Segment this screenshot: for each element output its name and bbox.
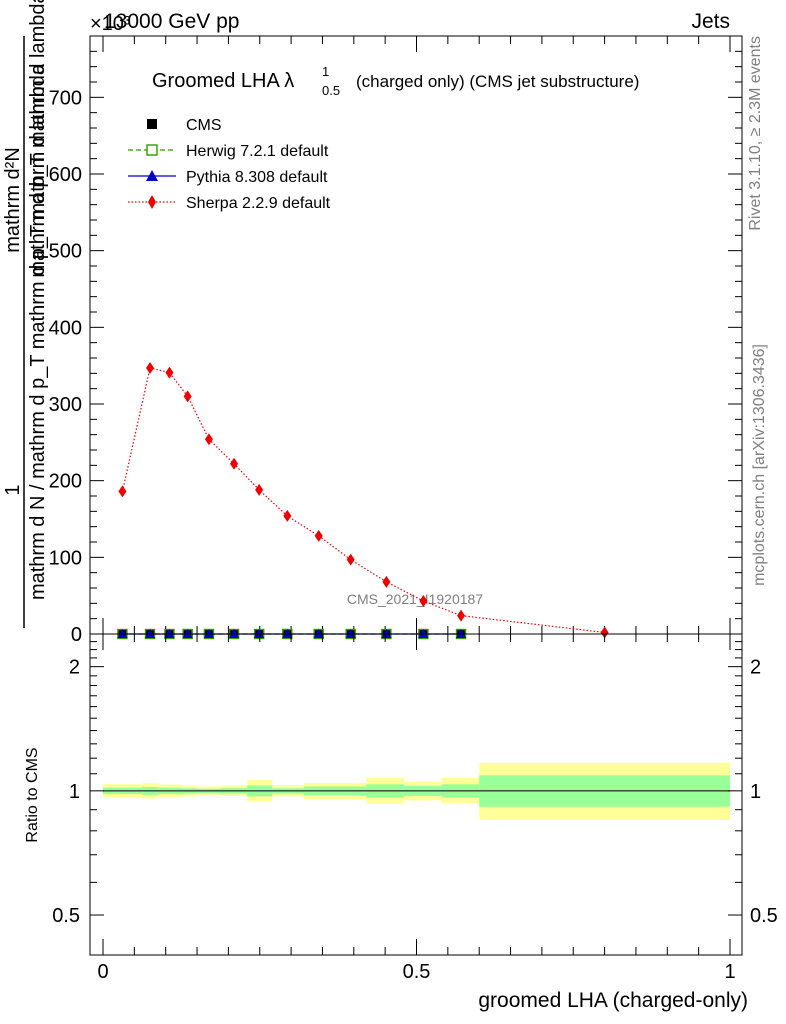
sherpa-data-point [346,553,355,566]
y-label-denominator-1: mathrm d N / mathrm d p_T mathrm d p_T m… [27,63,49,600]
title-main: Groomed LHA λ [152,70,294,92]
sherpa-data-point [457,609,466,622]
main-y-tick-label: 600 [49,164,82,186]
x-tick-label: 0.5 [403,961,431,983]
legend-label-cms: CMS [186,117,222,134]
title-superscript: 1 [322,64,329,79]
ratio-x-ticks: 0 0.5 1 [97,634,736,983]
sherpa-data-point [314,529,323,542]
ratio-y-axis-label: Ratio to CMS [24,747,41,842]
ratio-y-tick-label-right: 2 [750,657,761,679]
legend-entry-pythia: Pythia 8.308 default [128,169,328,186]
legend-entry-herwig: Herwig 7.2.1 default [128,143,329,160]
main-y-tick-label: 0 [71,624,82,646]
axis-exponent-label: ×10³ [90,13,131,35]
sherpa-data-point [183,390,192,403]
legend: CMS Herwig 7.2.1 default Pythia 8.308 de… [128,117,331,212]
sherpa-data-point [419,595,428,608]
legend-label-pythia: Pythia 8.308 default [186,169,328,186]
sherpa-data-point [283,509,292,522]
herwig-marker-icon [146,144,158,156]
sherpa-data-point [230,457,239,470]
legend-entry-sherpa: Sherpa 2.2.9 default [128,195,331,212]
title-suffix: (charged only) (CMS jet substructure) [356,72,639,91]
y-label-numerator-2: mathrm d²N [2,147,24,253]
rivet-version-label: Rivet 3.1.10, ≥ 2.3M events [747,36,764,231]
sherpa-data-point [146,361,155,374]
sherpa-data-point [204,433,213,446]
ratio-y-tick-label: 0.5 [52,905,80,927]
mcplots-label: mcplots.cern.ch [arXiv:1306.3436] [751,344,768,586]
plot-title: Groomed LHA λ 1 0.5 (charged only) (CMS … [152,64,639,98]
analysis-watermark: CMS_2021_I1920187 [347,591,483,607]
legend-label-herwig: Herwig 7.2.1 default [186,143,329,160]
cms-marker-icon [147,119,157,129]
title-subscript: 0.5 [322,83,340,98]
category-label: Jets [691,10,730,33]
sherpa-data-point [255,483,264,496]
ratio-y-tick-label: 1 [69,781,80,803]
sherpa-data-point [165,366,174,379]
main-y-ticks: 0 100 200 300 400 500 600 700 [49,35,742,646]
y-label-numerator-1: 1 [2,484,24,495]
main-y-tick-label: 200 [49,471,82,493]
main-y-tick-label: 400 [49,317,82,339]
ratio-y-tick-label-right: 1 [750,781,761,803]
ratio-y-ticks: 0.5 0.5 1 1 2 2 [52,641,778,956]
ratio-panel: 0.5 0.51 12 2 0 0.5 1 Ratio to CMS groomed LH… [24,633,778,1012]
series-line-3 [121,367,605,634]
sherpa-data-point [382,575,391,588]
ratio-y-tick-label: 2 [69,657,80,679]
main-y-tick-label: 100 [49,547,82,569]
ratio-y-tick-label-right: 0.5 [750,905,778,927]
y-label-denominator-2: mathrm d p_T mathrm d lambda [27,0,49,278]
legend-entry-cms: CMS [147,117,222,134]
sherpa-data-point [118,485,127,498]
pythia-marker-icon [146,170,158,181]
main-x-ticks [102,36,731,634]
x-tick-label: 1 [724,961,735,983]
main-y-tick-label: 300 [49,394,82,416]
legend-label-sherpa: Sherpa 2.2.9 default [186,195,331,212]
energy-label: 13000 GeV pp [104,10,239,33]
sherpa-marker-icon [148,195,156,209]
main-y-tick-label: 500 [49,241,82,263]
main-y-tick-label: 700 [49,87,82,109]
x-axis-label: groomed LHA (charged-only) [478,989,748,1012]
main-y-axis-label: 1 mathrm d N / mathrm d p_T mathrm d p_T… [2,0,49,628]
sherpa-data-point [600,626,609,639]
x-tick-label: 0 [97,961,108,983]
